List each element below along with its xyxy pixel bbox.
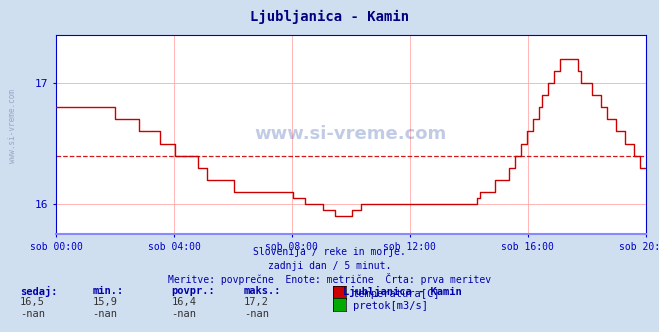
Text: -nan: -nan (92, 309, 117, 319)
Text: pretok[m3/s]: pretok[m3/s] (353, 301, 428, 311)
Text: temperatura[C]: temperatura[C] (353, 289, 440, 299)
Text: -nan: -nan (171, 309, 196, 319)
Text: 15,9: 15,9 (92, 297, 117, 307)
Text: maks.:: maks.: (244, 286, 281, 295)
Text: Slovenija / reke in morje.: Slovenija / reke in morje. (253, 247, 406, 257)
Text: www.si-vreme.com: www.si-vreme.com (8, 89, 17, 163)
Text: min.:: min.: (92, 286, 123, 295)
Text: Ljubljanica - Kamin: Ljubljanica - Kamin (343, 286, 461, 296)
Text: www.si-vreme.com: www.si-vreme.com (255, 125, 447, 143)
Text: -nan: -nan (244, 309, 269, 319)
Text: zadnji dan / 5 minut.: zadnji dan / 5 minut. (268, 261, 391, 271)
Text: 16,5: 16,5 (20, 297, 45, 307)
Text: Meritve: povprečne  Enote: metrične  Črta: prva meritev: Meritve: povprečne Enote: metrične Črta:… (168, 273, 491, 285)
Text: Ljubljanica - Kamin: Ljubljanica - Kamin (250, 10, 409, 24)
Text: sedaj:: sedaj: (20, 286, 57, 296)
Text: 16,4: 16,4 (171, 297, 196, 307)
Text: 17,2: 17,2 (244, 297, 269, 307)
Text: -nan: -nan (20, 309, 45, 319)
Text: povpr.:: povpr.: (171, 286, 215, 295)
